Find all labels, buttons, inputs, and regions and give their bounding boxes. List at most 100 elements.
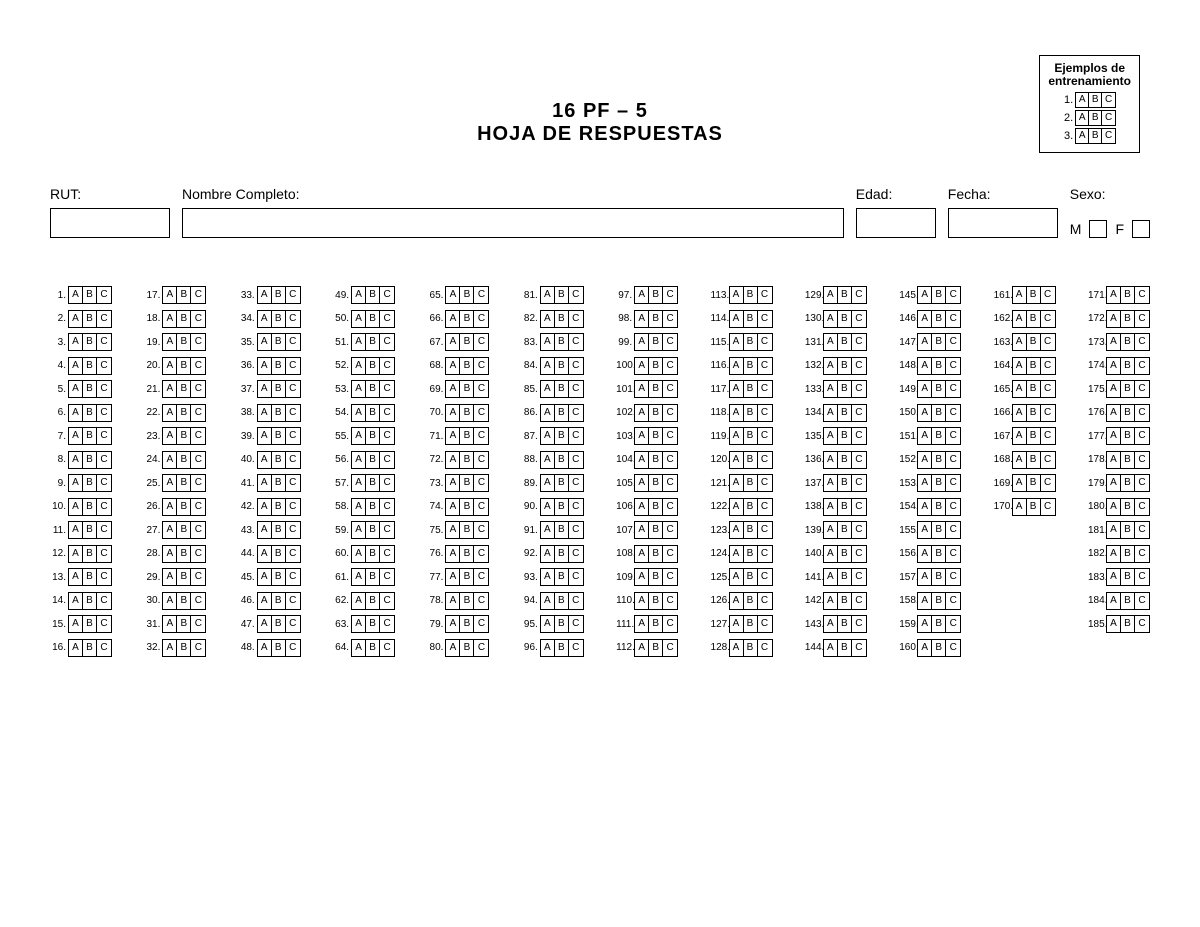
answer-option-c[interactable]: C <box>946 428 960 444</box>
training-option-b[interactable]: B <box>1089 93 1102 107</box>
answer-option-b[interactable]: B <box>649 593 663 609</box>
answer-option-a[interactable]: A <box>635 381 649 397</box>
answer-option-c[interactable]: C <box>380 287 394 303</box>
answer-options[interactable]: ABC <box>162 380 206 398</box>
answer-options[interactable]: ABC <box>634 310 678 328</box>
answer-option-a[interactable]: A <box>730 640 744 656</box>
answer-options[interactable]: ABC <box>445 521 489 539</box>
answer-option-c[interactable]: C <box>569 428 583 444</box>
answer-option-b[interactable]: B <box>177 311 191 327</box>
answer-option-a[interactable]: A <box>69 569 83 585</box>
answer-option-b[interactable]: B <box>83 358 97 374</box>
answer-option-c[interactable]: C <box>663 334 677 350</box>
answer-options[interactable]: ABC <box>445 615 489 633</box>
answer-option-b[interactable]: B <box>649 475 663 491</box>
answer-options[interactable]: ABC <box>917 286 961 304</box>
answer-option-c[interactable]: C <box>191 640 205 656</box>
answer-option-c[interactable]: C <box>380 616 394 632</box>
answer-option-b[interactable]: B <box>744 522 758 538</box>
answer-options[interactable]: ABC <box>1106 404 1150 422</box>
answer-option-b[interactable]: B <box>744 334 758 350</box>
answer-options[interactable]: ABC <box>634 404 678 422</box>
answer-options[interactable]: ABC <box>540 545 584 563</box>
answer-option-c[interactable]: C <box>474 593 488 609</box>
answer-option-a[interactable]: A <box>1107 616 1121 632</box>
answer-option-c[interactable]: C <box>946 499 960 515</box>
answer-option-a[interactable]: A <box>446 546 460 562</box>
answer-option-a[interactable]: A <box>446 616 460 632</box>
answer-options[interactable]: ABC <box>445 474 489 492</box>
answer-options[interactable]: ABC <box>540 615 584 633</box>
answer-option-a[interactable]: A <box>69 428 83 444</box>
training-option-a[interactable]: A <box>1076 111 1089 125</box>
answer-option-c[interactable]: C <box>852 640 866 656</box>
answer-option-b[interactable]: B <box>649 428 663 444</box>
answer-option-c[interactable]: C <box>380 452 394 468</box>
answer-option-b[interactable]: B <box>83 499 97 515</box>
answer-option-a[interactable]: A <box>258 311 272 327</box>
answer-option-c[interactable]: C <box>758 640 772 656</box>
answer-option-b[interactable]: B <box>177 569 191 585</box>
answer-option-b[interactable]: B <box>838 616 852 632</box>
edad-input[interactable] <box>856 208 936 238</box>
answer-option-b[interactable]: B <box>460 499 474 515</box>
answer-option-b[interactable]: B <box>1121 311 1135 327</box>
answer-option-b[interactable]: B <box>177 452 191 468</box>
answer-option-c[interactable]: C <box>380 381 394 397</box>
answer-option-c[interactable]: C <box>852 593 866 609</box>
answer-option-c[interactable]: C <box>286 311 300 327</box>
answer-option-b[interactable]: B <box>366 569 380 585</box>
answer-option-b[interactable]: B <box>177 405 191 421</box>
answer-option-a[interactable]: A <box>918 381 932 397</box>
answer-options[interactable]: ABC <box>823 592 867 610</box>
answer-options[interactable]: ABC <box>351 357 395 375</box>
answer-option-a[interactable]: A <box>824 499 838 515</box>
answer-option-c[interactable]: C <box>758 452 772 468</box>
answer-options[interactable]: ABC <box>68 357 112 375</box>
answer-option-b[interactable]: B <box>744 405 758 421</box>
answer-option-b[interactable]: B <box>1121 428 1135 444</box>
answer-options[interactable]: ABC <box>1012 333 1056 351</box>
answer-options[interactable]: ABC <box>257 568 301 586</box>
answer-options[interactable]: ABC <box>1012 310 1056 328</box>
answer-option-a[interactable]: A <box>824 593 838 609</box>
answer-option-a[interactable]: A <box>918 334 932 350</box>
answer-option-c[interactable]: C <box>758 593 772 609</box>
answer-option-c[interactable]: C <box>1135 499 1149 515</box>
answer-options[interactable]: ABC <box>68 474 112 492</box>
answer-option-a[interactable]: A <box>1107 475 1121 491</box>
answer-option-c[interactable]: C <box>758 287 772 303</box>
answer-options[interactable]: ABC <box>257 592 301 610</box>
answer-option-a[interactable]: A <box>1107 428 1121 444</box>
answer-option-c[interactable]: C <box>97 381 111 397</box>
answer-options[interactable]: ABC <box>1012 427 1056 445</box>
answer-option-a[interactable]: A <box>541 287 555 303</box>
answer-options[interactable]: ABC <box>68 498 112 516</box>
answer-option-a[interactable]: A <box>730 405 744 421</box>
training-option-a[interactable]: A <box>1076 93 1089 107</box>
answer-option-a[interactable]: A <box>258 287 272 303</box>
answer-option-b[interactable]: B <box>744 358 758 374</box>
answer-option-c[interactable]: C <box>1135 475 1149 491</box>
answer-option-c[interactable]: C <box>852 287 866 303</box>
answer-option-b[interactable]: B <box>838 428 852 444</box>
answer-option-b[interactable]: B <box>555 428 569 444</box>
answer-option-c[interactable]: C <box>569 287 583 303</box>
answer-option-c[interactable]: C <box>1041 452 1055 468</box>
answer-options[interactable]: ABC <box>540 474 584 492</box>
answer-option-b[interactable]: B <box>1027 358 1041 374</box>
answer-option-a[interactable]: A <box>918 475 932 491</box>
answer-option-b[interactable]: B <box>366 428 380 444</box>
answer-options[interactable]: ABC <box>162 498 206 516</box>
answer-options[interactable]: ABC <box>823 568 867 586</box>
answer-option-b[interactable]: B <box>272 593 286 609</box>
answer-option-c[interactable]: C <box>191 381 205 397</box>
answer-option-b[interactable]: B <box>932 616 946 632</box>
answer-option-c[interactable]: C <box>663 452 677 468</box>
answer-option-c[interactable]: C <box>286 475 300 491</box>
answer-option-c[interactable]: C <box>191 358 205 374</box>
answer-option-c[interactable]: C <box>946 452 960 468</box>
answer-option-c[interactable]: C <box>569 499 583 515</box>
answer-option-b[interactable]: B <box>838 640 852 656</box>
answer-option-a[interactable]: A <box>258 452 272 468</box>
